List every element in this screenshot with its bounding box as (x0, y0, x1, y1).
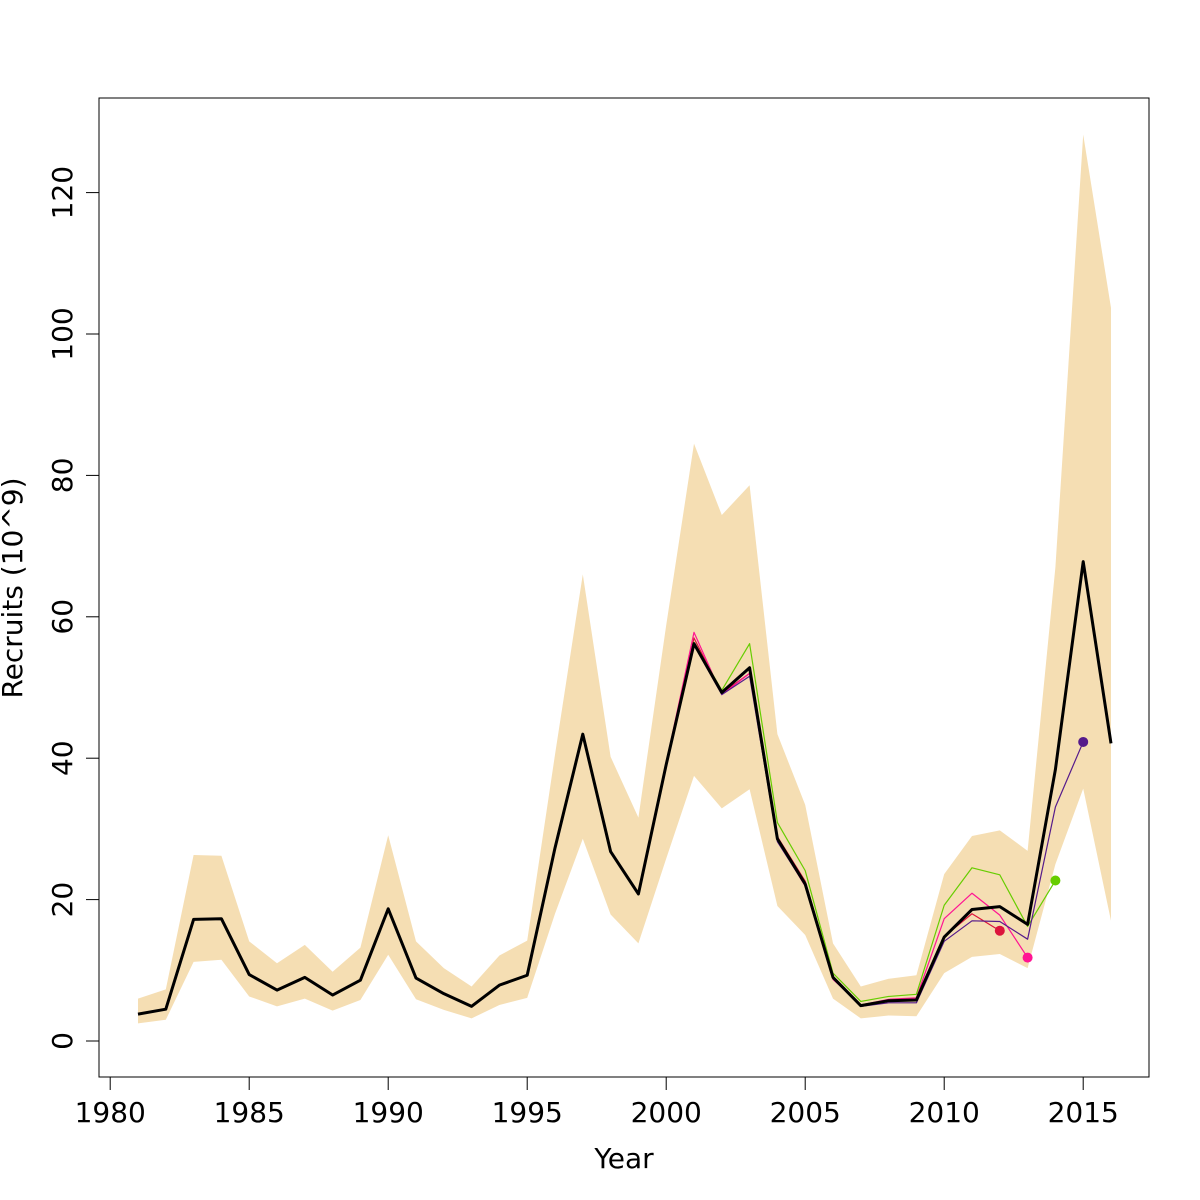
y-axis-title: Recruits (10^9) (0, 477, 29, 698)
y-tick-label: 100 (46, 307, 79, 360)
series-layer (137, 560, 1113, 1016)
confidence-band-layer (138, 134, 1111, 1024)
x-axis: 1980 1985 1990 1995 2000 2005 2010 2015 (75, 1076, 1119, 1129)
confidence-band (138, 134, 1111, 1024)
x-tick-label: 2010 (909, 1096, 980, 1129)
x-tick-label: 1985 (214, 1096, 285, 1129)
x-tick-label: 1980 (75, 1096, 146, 1129)
series-line-3 (665, 641, 1056, 1003)
endpoint-marker-layer (994, 736, 1089, 963)
x-tick-label: 1995 (492, 1096, 563, 1129)
series-endpoint-1 (994, 925, 1005, 936)
y-tick-label: 40 (46, 740, 79, 776)
x-tick-label: 2015 (1048, 1096, 1119, 1129)
y-tick-label: 80 (46, 458, 79, 494)
series-endpoint-2 (1022, 952, 1033, 963)
y-tick-label: 0 (46, 1032, 79, 1050)
x-tick-label: 2005 (770, 1096, 841, 1129)
y-tick-label: 120 (46, 166, 79, 219)
y-tick-label: 20 (46, 882, 79, 918)
y-tick-label: 60 (46, 599, 79, 635)
series-endpoint-4 (1078, 736, 1089, 747)
series-endpoint-3 (1050, 875, 1061, 886)
y-axis: 0 20 40 60 80 100 120 (46, 166, 100, 1050)
x-tick-label: 2000 (631, 1096, 702, 1129)
series-line-0 (137, 560, 1113, 1016)
x-tick-label: 1990 (353, 1096, 424, 1129)
x-axis-title: Year (593, 1142, 654, 1175)
